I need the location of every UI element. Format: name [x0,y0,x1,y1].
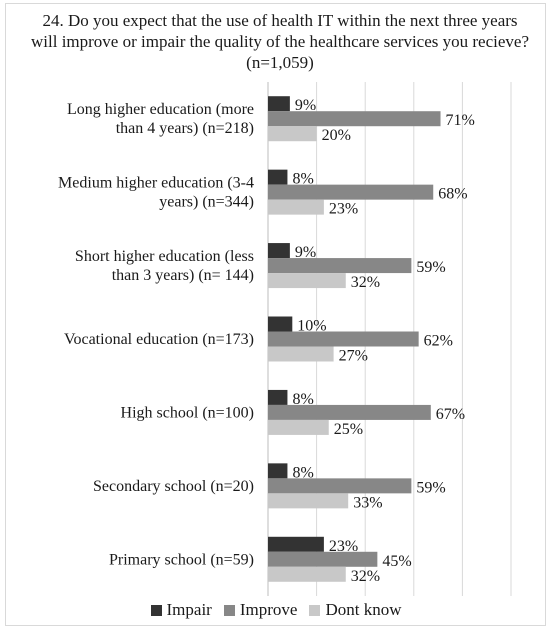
legend-swatch [150,604,162,616]
category-label: Secondary school (n=20) [93,478,254,495]
category-label: Medium higher education (3-4 [58,175,254,192]
bar-impair [268,96,290,112]
data-label: 45% [382,553,411,570]
data-label: 8% [292,464,313,481]
legend-item: Dont know [309,600,401,620]
data-label: 20% [322,127,351,144]
data-label: 32% [351,568,380,585]
data-label: 71% [446,112,475,129]
legend-item: Impair [150,600,212,620]
data-label: 25% [334,421,363,438]
bar-dont-know [268,199,324,215]
data-label: 23% [329,538,358,555]
data-label: 27% [339,348,368,365]
data-label: 67% [436,406,465,423]
bar-improve [268,111,441,127]
chart-title: 24. Do you expect that the use of health… [31,11,529,72]
category-label: than 4 years) (n=218) [116,120,254,137]
bar-dont-know [268,126,317,142]
bar-impair [268,316,293,332]
bar-impair [268,463,288,479]
bar-impair [268,536,324,552]
category-label: than 3 years) (n= 144) [112,267,254,284]
chart-legend: Impair Improve Dont know [0,600,552,621]
legend-swatch [223,604,235,616]
legend-label: Improve [239,600,298,619]
bar-dont-know [268,493,349,509]
data-label: 9% [295,244,316,261]
legend-swatch [309,604,321,616]
legend-label: Dont know [325,600,402,619]
data-label: 68% [438,186,467,203]
bar-dont-know [268,566,346,582]
category-label: Primary school (n=59) [109,551,254,568]
legend-item: Improve [223,600,298,620]
bar-impair [268,389,288,405]
bar-improve [268,184,434,200]
data-label: 23% [329,201,358,218]
bar-dont-know [268,419,329,435]
data-label: 9% [295,97,316,114]
chart-frame [5,3,546,626]
bar-dont-know [268,346,334,362]
data-label: 62% [424,333,453,350]
bar-improve [268,551,378,567]
data-label: 10% [297,318,326,335]
data-label: 32% [351,274,380,291]
bar-impair [268,243,290,259]
category-label: Long higher education (more [67,101,254,118]
bar-impair [268,169,288,185]
data-label: 8% [292,391,313,408]
category-label: years) (n=344) [159,194,254,211]
category-label: Short higher education (less [75,248,254,265]
bar-improve [268,478,412,494]
bar-improve [268,404,431,420]
category-label: High school (n=100) [121,404,254,421]
data-label: 8% [292,171,313,188]
data-label: 59% [416,479,445,496]
bar-dont-know [268,273,346,289]
legend-label: Impair [166,600,212,619]
bar-improve [268,331,419,347]
category-label: Vocational education (n=173) [64,331,254,348]
data-label: 59% [416,259,445,276]
bar-improve [268,258,412,274]
data-label: 33% [353,494,382,511]
